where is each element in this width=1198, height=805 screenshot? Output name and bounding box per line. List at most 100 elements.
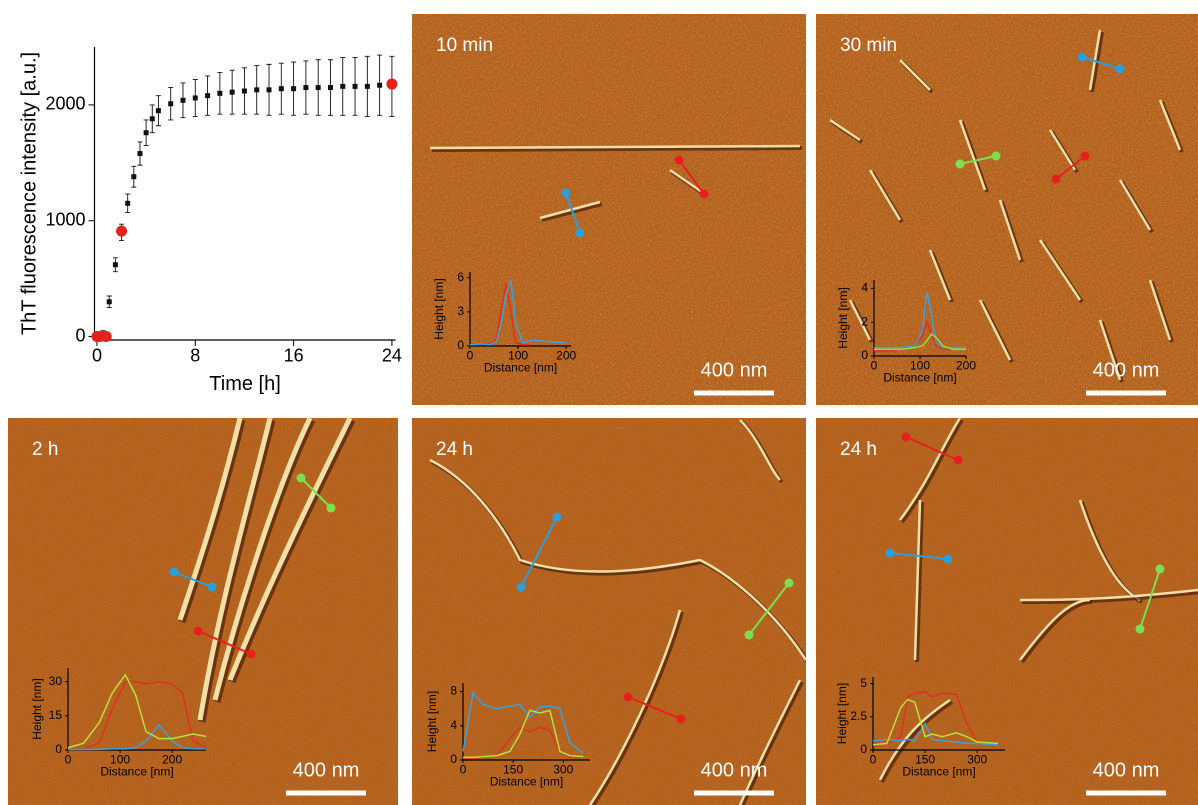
y-axis-label: Height [nm] <box>432 278 446 339</box>
panel-label: 10 min <box>436 35 493 56</box>
y-tick-label: 0 <box>55 742 62 756</box>
x-tick-label: 0 <box>467 348 474 362</box>
afm-image <box>412 418 808 805</box>
panel-label: 30 min <box>840 35 897 56</box>
mean-point <box>217 91 222 96</box>
x-tick-label: 8 <box>190 346 200 366</box>
image-texture <box>412 418 806 805</box>
mean-point <box>125 201 130 206</box>
profile-end <box>675 156 684 165</box>
profile-end <box>1116 65 1125 74</box>
profile-end <box>624 693 633 702</box>
mean-point <box>279 86 284 91</box>
y-tick-label: 0 <box>861 348 868 362</box>
y-tick-label: 2.5 <box>850 709 867 723</box>
profile-end <box>886 549 895 558</box>
profile-end <box>992 152 1001 161</box>
profile-end <box>194 627 203 636</box>
x-tick-label: 0 <box>870 752 877 766</box>
mean-point <box>230 90 235 95</box>
scale-bar-label: 400 nm <box>1093 759 1160 781</box>
mean-point <box>180 98 185 103</box>
y-axis-label: Height [nm] <box>30 678 44 739</box>
sample-point <box>101 331 112 342</box>
mean-point <box>205 93 210 98</box>
y-tick-label: 0 <box>450 752 457 766</box>
mean-point <box>340 84 345 89</box>
profile-end <box>677 715 686 724</box>
profile-end <box>327 504 336 513</box>
mean-point <box>156 108 161 113</box>
x-axis-label: Distance [nm] <box>902 764 975 778</box>
x-axis-label: Distance [nm] <box>100 764 173 778</box>
profile-end <box>1052 175 1061 184</box>
mean-point <box>328 85 333 90</box>
profile-end <box>517 583 526 592</box>
x-tick-label: 200 <box>956 358 976 372</box>
x-tick-label: 0 <box>460 762 467 776</box>
profile-end <box>1156 565 1165 574</box>
mean-point <box>242 89 247 94</box>
mean-point <box>144 130 149 135</box>
profile-end <box>745 631 754 640</box>
scale-bar-label: 400 nm <box>701 759 768 781</box>
profile-end <box>1136 625 1145 634</box>
profile-end <box>785 579 794 588</box>
mean-point <box>303 85 308 90</box>
y-tick-label: 3 <box>457 304 464 318</box>
profile-end <box>297 474 306 483</box>
scale-bar-label: 400 nm <box>1093 359 1160 381</box>
y-tick-label: 4 <box>450 718 457 732</box>
profile-end <box>553 513 562 522</box>
figure: 10 min400 nm30 min400 nm2 h400 nm24 h400… <box>0 0 1198 805</box>
mean-point <box>316 85 321 90</box>
y-tick-label: 8 <box>450 684 457 698</box>
y-tick-label: 0 <box>457 338 464 352</box>
y-tick-label: 1000 <box>45 209 85 229</box>
y-axis-label: Height [nm] <box>425 691 439 752</box>
profile-end <box>954 456 963 465</box>
panel-label: 24 h <box>840 439 877 460</box>
mean-point <box>254 87 259 92</box>
profile-end <box>576 229 585 238</box>
x-tick-label: 0 <box>65 752 72 766</box>
y-tick-label: 6 <box>457 270 464 284</box>
afm-image <box>816 14 1198 405</box>
mean-point <box>131 174 136 179</box>
y-tick-label: 2000 <box>45 94 85 114</box>
y-axis-label: ThT fluorescence intensity [a.u.] <box>18 52 40 335</box>
mean-point <box>365 84 370 89</box>
y-axis-label: Height [nm] <box>836 287 850 348</box>
y-tick-label: 30 <box>49 674 63 688</box>
profile-end <box>944 555 953 564</box>
profile-end <box>1081 152 1090 161</box>
y-tick-label: 15 <box>49 708 63 722</box>
panel-label: 24 h <box>436 439 473 460</box>
x-tick-label: 200 <box>556 348 576 362</box>
y-tick-label: 4 <box>861 281 868 295</box>
mean-point <box>291 86 296 91</box>
profile-end <box>170 568 179 577</box>
mean-point <box>137 151 142 156</box>
x-tick-label: 16 <box>284 346 304 366</box>
profile-end <box>956 160 965 169</box>
x-axis-label: Distance [nm] <box>883 370 956 384</box>
x-tick-label: 24 <box>382 346 402 366</box>
profile-end <box>247 650 256 659</box>
x-axis-label: Distance [nm] <box>484 360 557 374</box>
mean-point <box>193 95 198 100</box>
mean-point <box>353 84 358 89</box>
mean-point <box>150 116 155 121</box>
mean-point <box>113 262 118 267</box>
mean-point <box>168 101 173 106</box>
y-axis-label: Height [nm] <box>835 683 849 744</box>
sample-point <box>116 226 127 237</box>
profile-end <box>562 189 571 198</box>
mean-point <box>107 299 112 304</box>
profile-end <box>902 433 911 442</box>
y-tick-label: 0 <box>75 325 85 345</box>
y-tick-label: 0 <box>860 742 867 756</box>
y-tick-label: 2 <box>861 314 868 328</box>
mean-point <box>377 83 382 88</box>
y-tick-label: 5 <box>860 676 867 690</box>
